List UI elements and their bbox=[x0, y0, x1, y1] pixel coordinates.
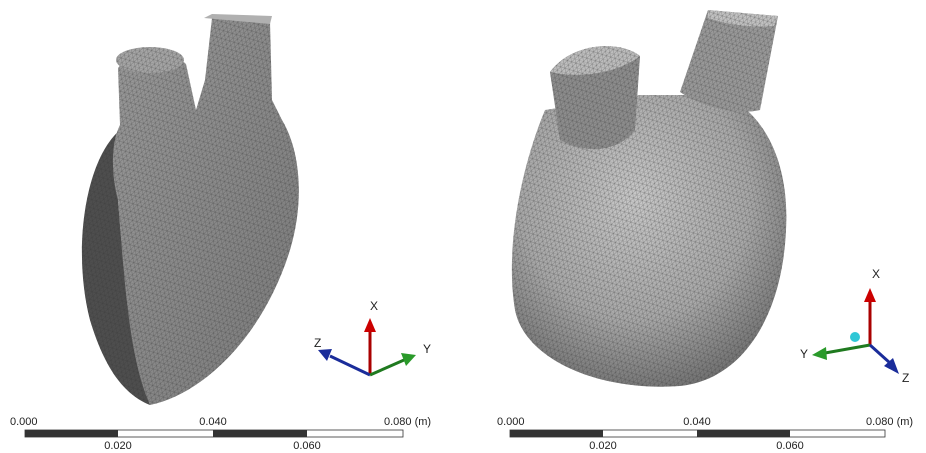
left-model bbox=[82, 14, 299, 405]
scale-label: 0.040 bbox=[199, 416, 227, 428]
right-model bbox=[512, 10, 787, 387]
scale-bar: 0.000 0.040 0.080 (m) 0.020 0.060 bbox=[10, 416, 431, 452]
scale-label: 0.000 bbox=[10, 416, 38, 428]
scale-label: 0.000 bbox=[497, 416, 525, 428]
axis-triad: X Z Y bbox=[314, 299, 431, 375]
scale-label: 0.080 (m) bbox=[866, 416, 913, 428]
axis-label: Z bbox=[902, 371, 909, 385]
axis-label: Y bbox=[423, 342, 431, 356]
axis-triad: X Y Z bbox=[800, 267, 909, 385]
scale-label: 0.020 bbox=[589, 440, 617, 452]
axis-label: X bbox=[872, 267, 880, 281]
scale-label: 0.060 bbox=[776, 440, 804, 452]
scale-bar: 0.000 0.040 0.080 (m) 0.020 0.060 bbox=[497, 416, 913, 452]
scale-label: 0.040 bbox=[683, 416, 711, 428]
scale-label: 0.060 bbox=[293, 440, 321, 452]
axis-label: Z bbox=[314, 336, 321, 350]
axis-label: X bbox=[370, 299, 378, 313]
scale-label: 0.020 bbox=[104, 440, 132, 452]
viewport: X Z Y X Y Z 0.000 0.040 0.080 (m) 0.020 … bbox=[0, 0, 926, 453]
axis-label: Y bbox=[800, 347, 808, 361]
scale-label: 0.080 (m) bbox=[384, 416, 431, 428]
